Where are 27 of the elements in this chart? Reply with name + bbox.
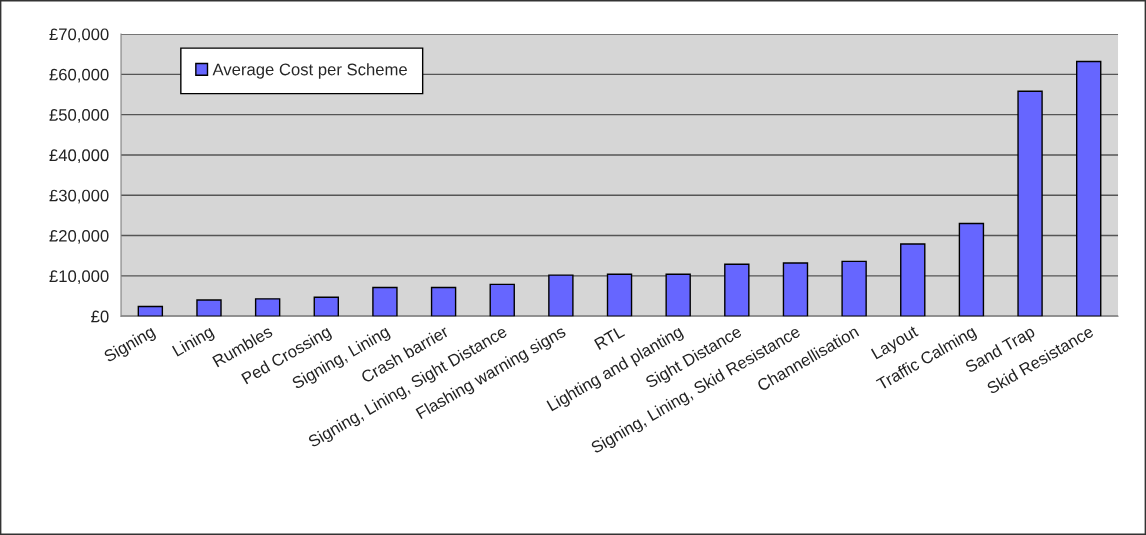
bar [1017,90,1043,317]
bar [606,273,633,317]
bar [1075,60,1102,317]
y-tick-label: £40,000 [49,149,109,164]
bar [841,260,867,317]
x-tick-label: RTL [594,325,626,350]
bar [900,243,926,317]
y-tick-label: £10,000 [49,270,109,285]
bar [548,274,574,317]
y-tick-label: £50,000 [49,109,109,123]
bar [372,286,398,317]
y-tick-label: £20,000 [49,229,109,244]
y-tick-label: £70,000 [49,28,109,43]
bar [196,299,222,317]
bar [313,296,340,317]
bar [489,283,515,317]
bar [782,262,809,317]
bar [430,286,457,317]
y-tick-label: £60,000 [49,68,109,83]
bar [254,298,281,317]
bar [665,273,691,317]
y-tick-label: £0 [91,310,109,323]
bar [724,263,750,317]
bar [137,305,164,317]
y-tick-label: £30,000 [49,189,109,204]
bar [958,222,985,317]
legend-label: Average Cost per Scheme [212,63,407,79]
